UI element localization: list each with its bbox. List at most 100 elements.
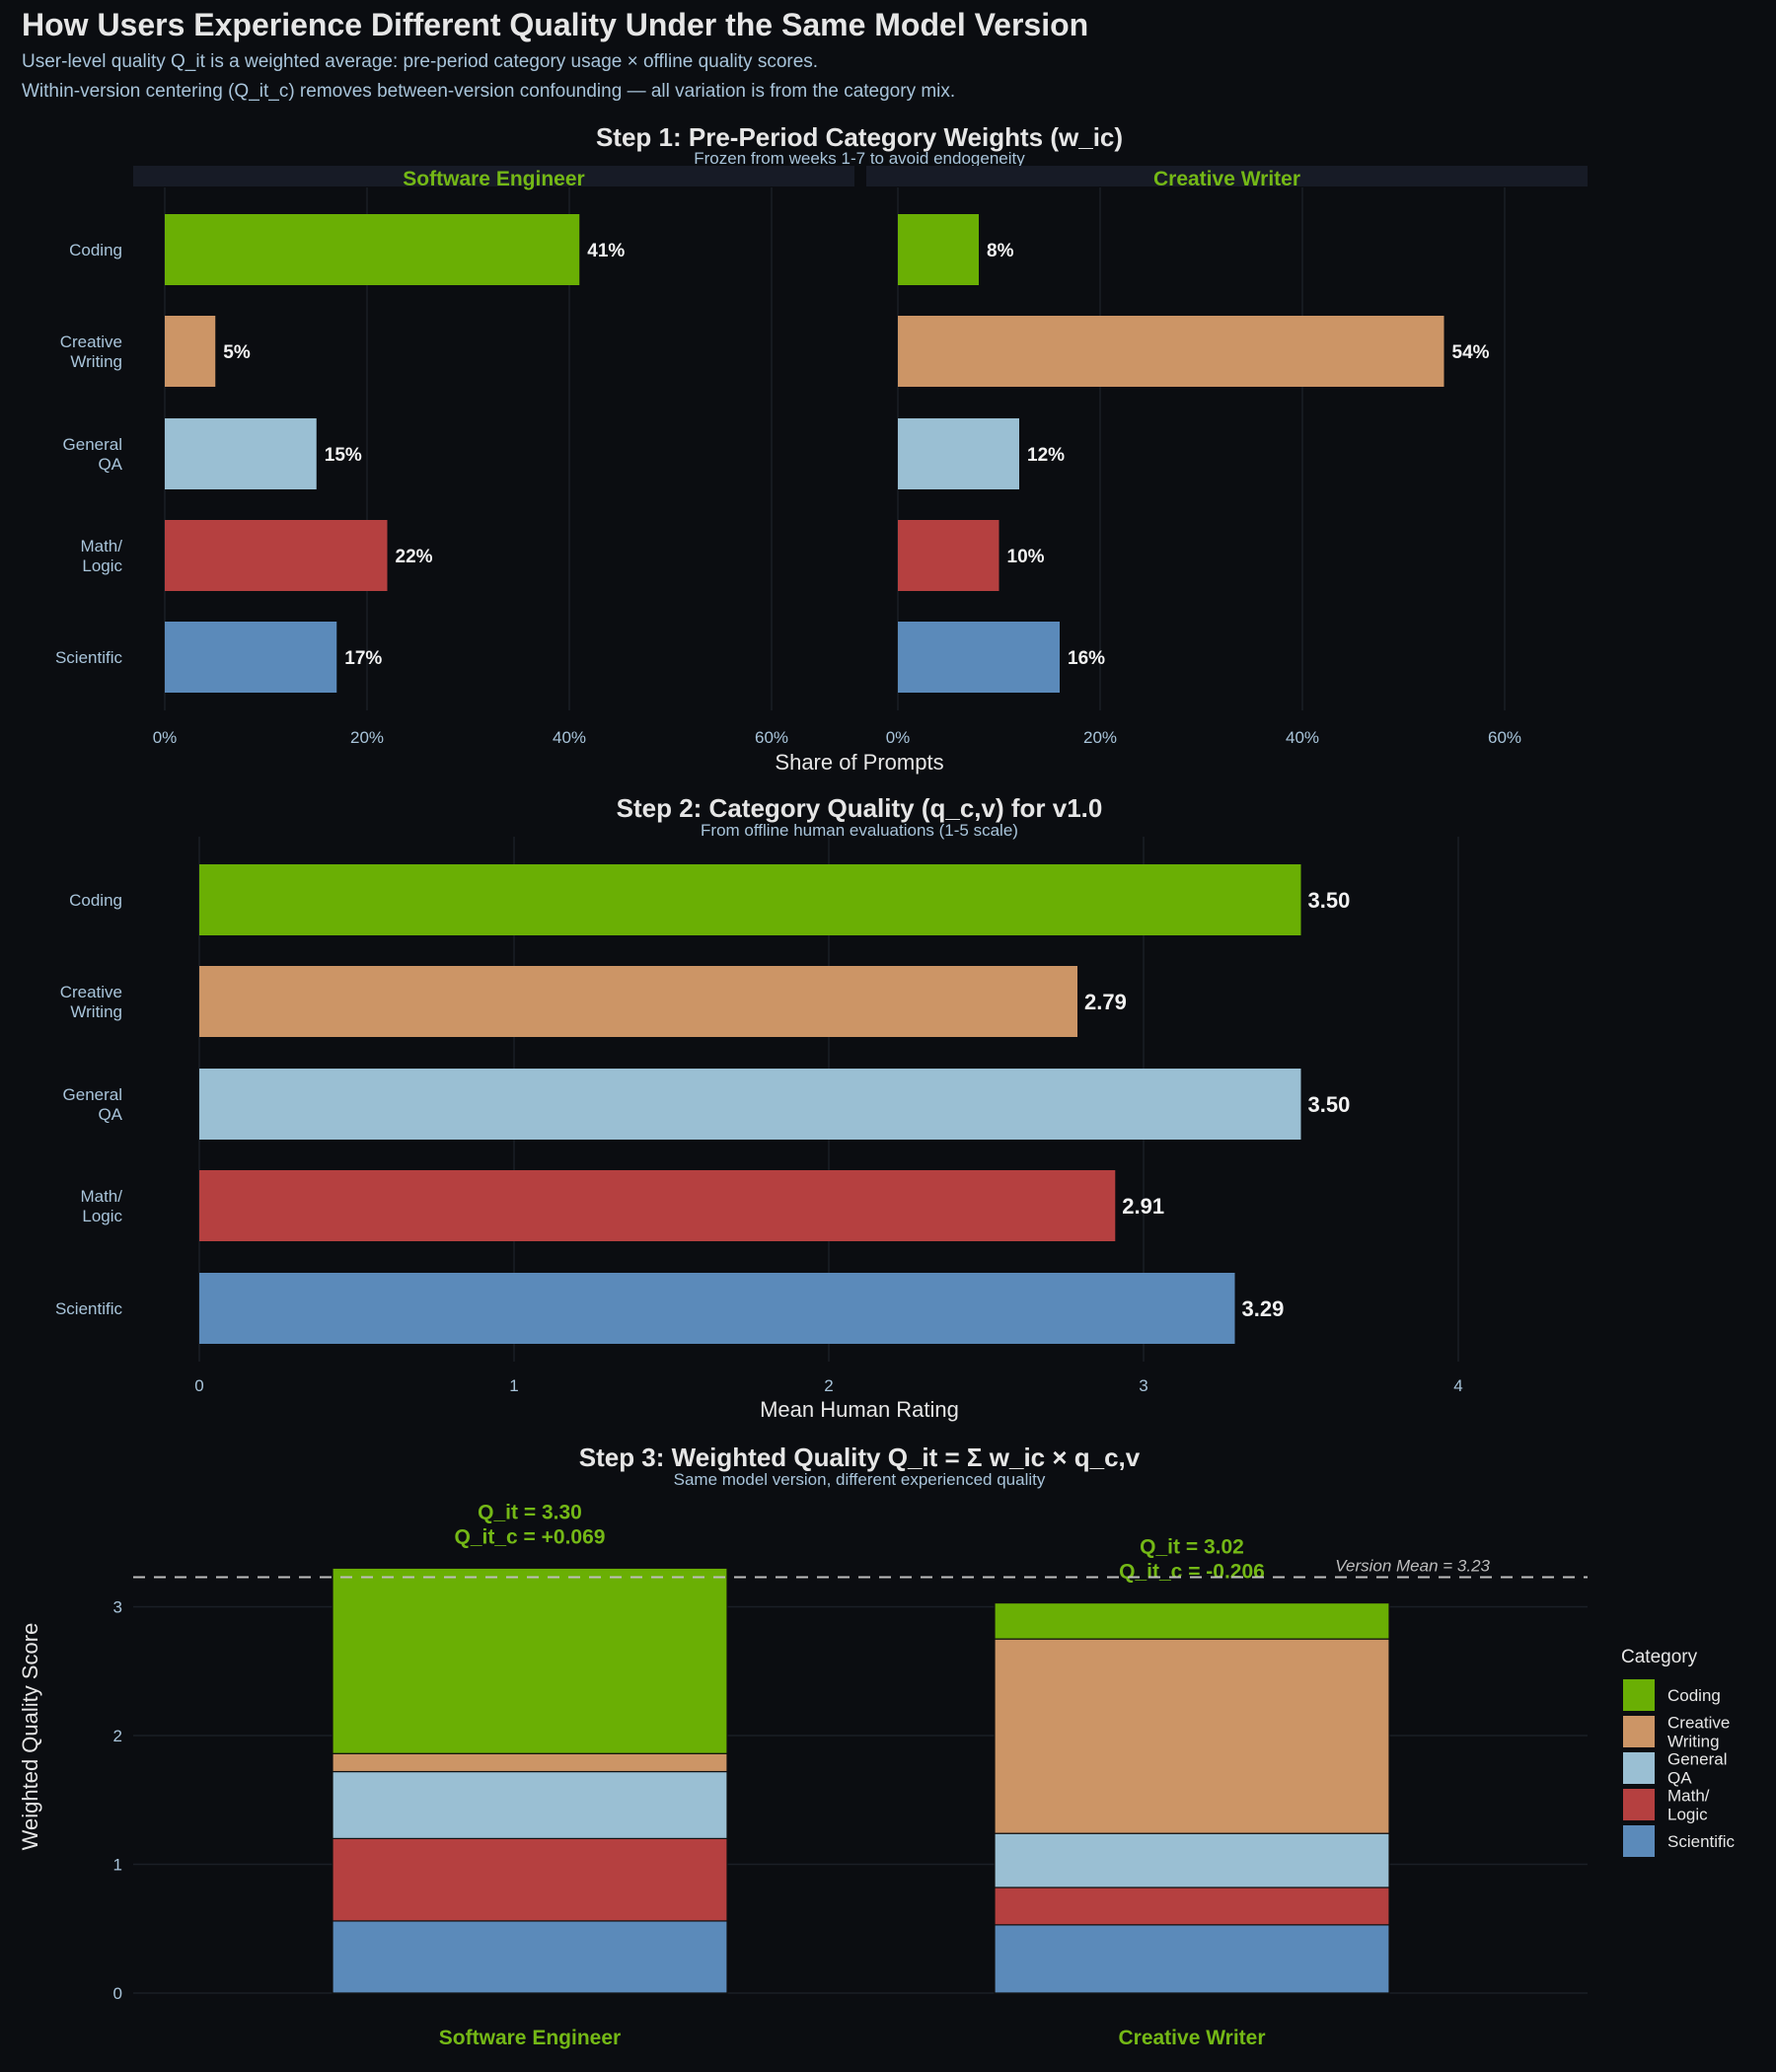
legend-swatch [1623, 1716, 1655, 1747]
segment-general-qa [994, 1832, 1390, 1888]
x-tick-label: 40% [1286, 728, 1319, 747]
bar-creative-writing [898, 316, 1444, 387]
segment-coding [994, 1601, 1390, 1640]
data-label-general-qa: 3.50 [1308, 1092, 1351, 1117]
y-tick-label: Coding [69, 241, 122, 259]
facet-strip [133, 166, 854, 186]
panel-step2: Step 2: Category Quality (q_c,v) for v1.… [55, 793, 1463, 1422]
figure-title: How Users Experience Different Quality U… [22, 7, 1088, 42]
data-label-math-logic: 2.91 [1122, 1194, 1164, 1219]
step3-title: Step 3: Weighted Quality Q_it = Σ w_ic ×… [579, 1443, 1141, 1472]
x-tick-label: 60% [1488, 728, 1521, 747]
segment-scientific [994, 1924, 1390, 1994]
x-tick-label: 0 [194, 1376, 203, 1395]
step3-subtitle: Same model version, different experience… [674, 1470, 1046, 1489]
segment-creative-writing [994, 1638, 1390, 1834]
segment-creative-writing [332, 1752, 728, 1773]
y-tick-label: Math/Logic [80, 537, 122, 575]
x-tick-label: 4 [1453, 1376, 1462, 1395]
data-label-creative-writing: 54% [1452, 342, 1490, 363]
x-tick-label: 20% [350, 728, 384, 747]
legend-swatch [1623, 1679, 1655, 1711]
bar-annotation: Q_it = 3.30 [478, 1501, 582, 1523]
segment-coding [332, 1567, 728, 1754]
legend-entry-coding: Coding [1623, 1679, 1721, 1711]
y-tick-label: Scientific [55, 1299, 123, 1318]
data-label-coding: 3.50 [1308, 888, 1351, 913]
legend-entry-general-qa: General QA [1623, 1750, 1727, 1788]
bar-general-qa [898, 418, 1019, 489]
x-tick-label: 2 [824, 1376, 833, 1395]
version-mean-label: Version Mean = 3.23 [1335, 1556, 1490, 1575]
y-tick-label: Math/Logic [80, 1187, 122, 1225]
step1-facet-software-engineer: Software Engineer 0% 20% 40% 60% 41% 5% 15% 22% 1… [133, 166, 854, 747]
segment-math-logic [994, 1887, 1390, 1926]
x-tick-label: 0% [886, 728, 911, 747]
stacked-bar-creative-writer: Q_it = 3.02Q_it_c = -0.206 Creative Write… [994, 1536, 1390, 2049]
x-category-label: Creative Writer [1118, 2027, 1265, 2049]
legend-swatch [1623, 1752, 1655, 1784]
legend-swatch [1623, 1789, 1655, 1820]
x-tick-label: 1 [509, 1376, 518, 1395]
facet-strip-label: Software Engineer [403, 168, 584, 190]
data-label-general-qa: 12% [1027, 445, 1065, 466]
facet-strip [866, 166, 1588, 186]
legend-entry-creative-writing: Creative Writing [1623, 1714, 1730, 1751]
y-tick-label: Coding [69, 891, 122, 910]
bar-general-qa [199, 1069, 1301, 1140]
data-label-scientific: 16% [1068, 648, 1105, 669]
segment-general-qa [332, 1770, 728, 1840]
x-tick-label: 0% [153, 728, 178, 747]
data-label-coding: 41% [587, 241, 625, 261]
y-tick-label: 1 [113, 1856, 122, 1875]
legend-swatch [1623, 1825, 1655, 1857]
bar-coding [898, 214, 979, 285]
step1-title: Step 1: Pre-Period Category Weights (w_i… [596, 122, 1123, 152]
figure-subtitle-line-1: User-level quality Q_it is a weighted av… [22, 51, 818, 72]
panel-step3: Step 3: Weighted Quality Q_it = Σ w_ic ×… [18, 1443, 1736, 2049]
bar-scientific [165, 622, 337, 693]
segment-scientific [332, 1920, 728, 1994]
data-label-math-logic: 22% [396, 547, 433, 567]
data-label-scientific: 17% [344, 648, 382, 669]
legend-entry-scientific: Scientific [1623, 1825, 1736, 1857]
bar-annotation: Q_it = 3.02 [1140, 1536, 1244, 1559]
segment-math-logic [332, 1837, 728, 1922]
legend-entry-math-logic: Math/Logic [1623, 1787, 1710, 1824]
bar-creative-writing [165, 316, 216, 387]
legend-label: Scientific [1667, 1832, 1736, 1851]
y-tick-label: 2 [113, 1727, 122, 1745]
bar-general-qa [165, 418, 317, 489]
stacked-bar-software-engineer: Q_it = 3.30Q_it_c = +0.069 Software Engin… [332, 1501, 728, 2049]
bar-creative-writing [199, 966, 1078, 1037]
x-category-label: Software Engineer [439, 2027, 621, 2049]
panel-step1: Step 1: Pre-Period Category Weights (w_i… [55, 122, 1588, 775]
step3-ylabel: Weighted Quality Score [18, 1623, 42, 1851]
bar-math-logic [165, 520, 388, 591]
legend-label: Creative Writing [1667, 1714, 1730, 1751]
legend-label: Coding [1667, 1686, 1721, 1705]
step2-xlabel: Mean Human Rating [760, 1397, 959, 1422]
step2-subtitle: From offline human evaluations (1-5 scal… [701, 821, 1018, 840]
bar-coding [165, 214, 580, 285]
y-tick-label: Scientific [55, 648, 123, 667]
data-label-coding: 8% [987, 241, 1014, 261]
step1-subtitle: Frozen from weeks 1-7 to avoid endogenei… [694, 149, 1025, 168]
y-tick-label: General QA [63, 1085, 123, 1124]
x-tick-label: 60% [755, 728, 788, 747]
bar-coding [199, 864, 1301, 935]
facet-strip-label: Creative Writer [1153, 168, 1300, 190]
data-label-general-qa: 15% [325, 445, 362, 466]
y-tick-label: General QA [63, 435, 123, 474]
step1-xlabel: Share of Prompts [775, 750, 943, 775]
x-tick-label: 40% [553, 728, 586, 747]
x-tick-label: 3 [1139, 1376, 1147, 1395]
step2-plot: 0 1 2 3 4 3.50 2.79 3.50 2.91 3.29 Coding Creative W… [55, 837, 1463, 1395]
legend-label: Math/Logic [1667, 1787, 1710, 1824]
y-tick-label: Creative Writing [60, 983, 122, 1021]
x-tick-label: 20% [1083, 728, 1117, 747]
data-label-math-logic: 10% [1007, 547, 1045, 567]
bar-annotation: Q_it_c = +0.069 [455, 1525, 606, 1548]
